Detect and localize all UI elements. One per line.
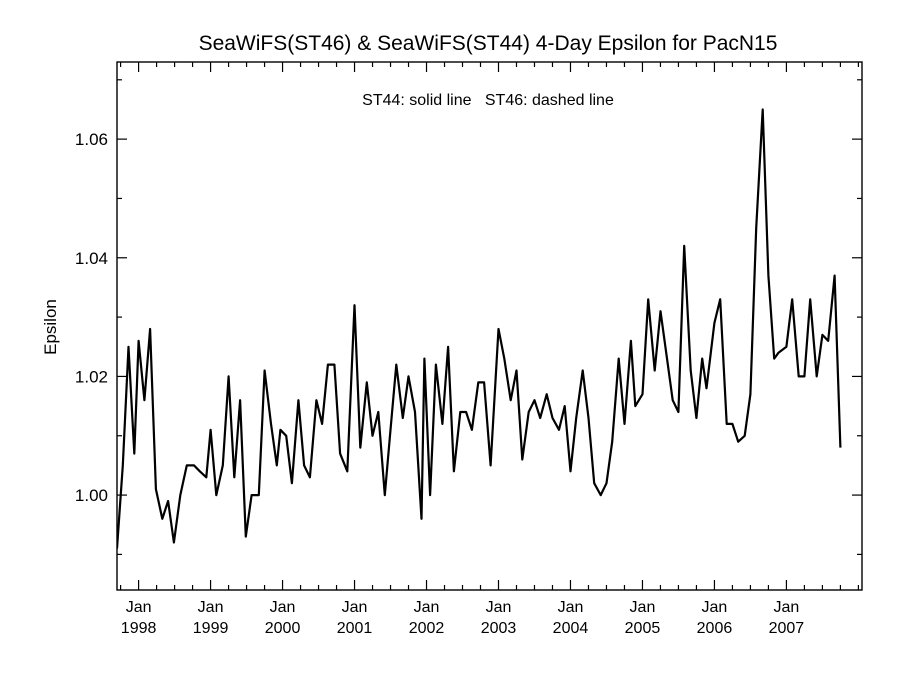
y-tick-label: 1.04: [75, 249, 108, 268]
x-tick-year-label: 1998: [121, 620, 157, 637]
x-tick-month-label: Jan: [630, 599, 656, 616]
x-tick-month-label: Jan: [774, 599, 800, 616]
x-tick-year-label: 2005: [625, 620, 661, 637]
x-tick-month-label: Jan: [702, 599, 728, 616]
axes: [116, 61, 863, 591]
x-tick-month-label: Jan: [270, 599, 296, 616]
plot-frame: [116, 61, 863, 591]
x-tick-month-label: Jan: [342, 599, 368, 616]
x-tick-month-label: Jan: [126, 599, 152, 616]
x-tick-year-label: 2003: [481, 620, 517, 637]
chart-title: SeaWiFS(ST46) & SeaWiFS(ST44) 4-Day Epsi…: [199, 32, 778, 55]
y-tick-label: 1.00: [75, 486, 108, 505]
x-tick-year-label: 2001: [337, 620, 373, 637]
x-tick-year-label: 1999: [193, 620, 229, 637]
x-tick-year-label: 2000: [265, 620, 301, 637]
x-tick-year-label: 2002: [409, 620, 445, 637]
tick-marks: [117, 62, 862, 590]
y-tick-label: 1.02: [75, 367, 108, 386]
x-tick-month-label: Jan: [486, 599, 512, 616]
x-tick-month-label: Jan: [414, 599, 440, 616]
y-tick-label: 1.06: [75, 130, 108, 149]
legend-annotation: ST44: solid line ST46: dashed line: [362, 92, 614, 109]
x-tick-month-label: Jan: [558, 599, 584, 616]
tick-labels: 1.00 1.02 1.04 1.06 Jan 1998 Jan 1999 Jan 2000 Jan…: [75, 130, 804, 637]
x-tick-year-label: 2007: [769, 620, 805, 637]
series-line-solid: [117, 108, 842, 549]
y-axis-label: Epsilon: [41, 299, 60, 355]
x-tick-year-label: 2004: [553, 620, 589, 637]
x-tick-month-label: Jan: [198, 599, 224, 616]
x-tick-year-label: 2006: [697, 620, 733, 637]
plot-area: [117, 108, 842, 549]
